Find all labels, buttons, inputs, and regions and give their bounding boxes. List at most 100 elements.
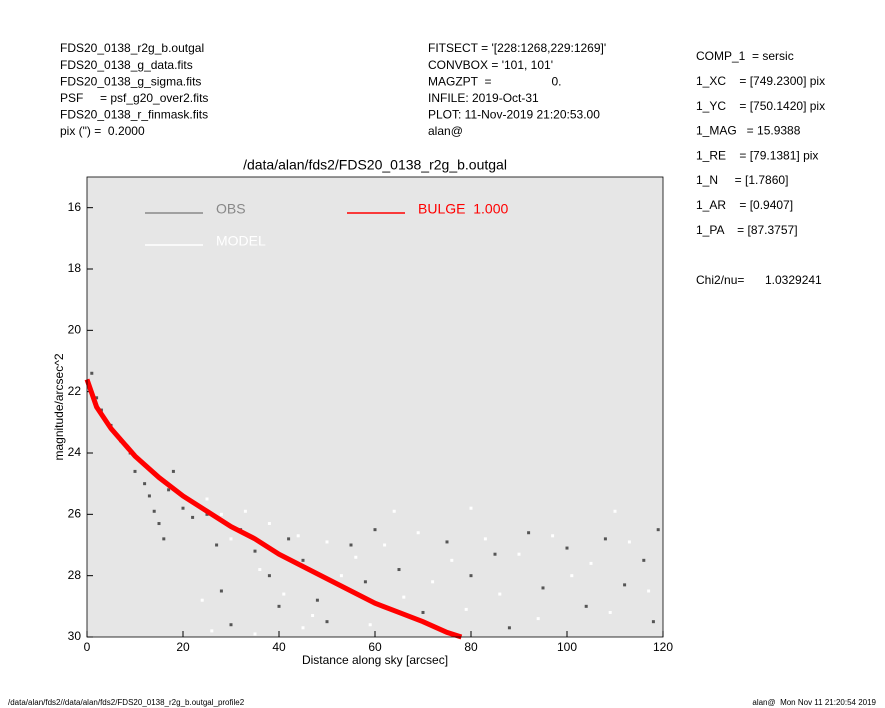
data-point bbox=[157, 522, 161, 526]
data-point bbox=[253, 549, 257, 553]
data-point bbox=[402, 595, 406, 599]
data-point bbox=[383, 543, 387, 547]
data-point bbox=[258, 568, 262, 572]
info-line: FDS20_0138_g_sigma.fits bbox=[60, 74, 201, 88]
data-point bbox=[205, 497, 209, 501]
param-line: 1_PA = [87.3757] bbox=[696, 223, 798, 237]
data-point bbox=[627, 540, 631, 544]
info-line: PSF = psf_g20_over2.fits bbox=[60, 91, 208, 105]
data-point bbox=[171, 469, 175, 473]
data-point bbox=[483, 537, 487, 541]
param-line: 1_N = [1.7860] bbox=[696, 173, 788, 187]
chi2-label: Chi2/nu= bbox=[696, 273, 744, 287]
data-point bbox=[469, 574, 473, 578]
info-line: pix (") = 0.2000 bbox=[60, 124, 145, 138]
data-point bbox=[215, 543, 219, 547]
data-point bbox=[373, 528, 377, 532]
model-curve bbox=[84, 378, 463, 640]
footer-right: alan@ Mon Nov 11 21:20:54 2019 bbox=[752, 698, 876, 707]
data-point bbox=[229, 537, 233, 541]
data-point bbox=[143, 482, 147, 486]
data-point bbox=[243, 509, 247, 513]
data-point bbox=[219, 512, 223, 516]
plot-frame bbox=[86, 176, 664, 638]
legend-label: OBS bbox=[216, 201, 246, 217]
data-point bbox=[296, 534, 300, 538]
data-point bbox=[229, 623, 233, 627]
data-point bbox=[325, 540, 329, 544]
legend-label: MODEL bbox=[216, 233, 266, 249]
param-line: 1_XC = [749.2300] pix bbox=[696, 74, 825, 88]
data-point bbox=[541, 586, 545, 590]
y-tick-label: 22 bbox=[68, 384, 82, 398]
data-point bbox=[200, 598, 204, 602]
x-tick-label: 40 bbox=[272, 640, 286, 654]
data-point bbox=[623, 583, 627, 587]
info-line: INFILE: 2019-Oct-31 bbox=[428, 91, 539, 105]
data-point bbox=[181, 506, 185, 510]
param-line: 1_AR = [0.9407] bbox=[696, 198, 793, 212]
data-point bbox=[445, 540, 449, 544]
data-point bbox=[205, 512, 209, 516]
data-point bbox=[325, 620, 329, 624]
data-point bbox=[551, 534, 555, 538]
data-point bbox=[191, 515, 195, 519]
x-tick-label: 80 bbox=[464, 640, 478, 654]
info-line: FITSECT = '[228:1268,229:1269]' bbox=[428, 41, 606, 55]
data-point bbox=[603, 537, 607, 541]
data-point bbox=[267, 574, 271, 578]
data-point bbox=[95, 396, 99, 400]
info-line: PLOT: 11-Nov-2019 21:20:53.00 bbox=[428, 108, 600, 122]
data-point bbox=[507, 626, 511, 630]
data-point bbox=[647, 589, 651, 593]
data-point bbox=[469, 506, 473, 510]
x-axis-label: Distance along sky [arcsec] bbox=[302, 653, 448, 667]
x-tick-label: 0 bbox=[84, 640, 91, 654]
data-point bbox=[565, 546, 569, 550]
data-point bbox=[584, 604, 588, 608]
data-point bbox=[162, 537, 166, 541]
y-tick-label: 18 bbox=[68, 261, 82, 275]
data-point bbox=[311, 614, 315, 618]
param-line: 1_YC = [750.1420] pix bbox=[696, 99, 825, 113]
data-point bbox=[397, 568, 401, 572]
y-tick-label: 24 bbox=[68, 445, 82, 459]
data-point bbox=[253, 632, 257, 636]
plot-area bbox=[87, 177, 663, 637]
data-point bbox=[368, 623, 372, 627]
data-point bbox=[301, 626, 305, 630]
data-point bbox=[613, 509, 617, 513]
data-point bbox=[267, 522, 271, 526]
data-point bbox=[656, 528, 660, 532]
data-point bbox=[527, 531, 531, 535]
data-point bbox=[315, 598, 319, 602]
data-point bbox=[349, 543, 353, 547]
data-point bbox=[498, 592, 502, 596]
data-point bbox=[277, 604, 281, 608]
footer-left: /data/alan/fds2//data/alan/fds2/FDS20_01… bbox=[8, 698, 245, 707]
data-point bbox=[421, 610, 425, 614]
info-line: FDS20_0138_r2g_b.outgal bbox=[60, 41, 204, 55]
legend-label: BULGE 1.000 bbox=[418, 201, 508, 217]
y-tick-label: 16 bbox=[68, 200, 82, 214]
data-point bbox=[133, 469, 137, 473]
data-point bbox=[354, 555, 358, 559]
data-point bbox=[392, 509, 396, 513]
info-line: alan@ bbox=[428, 124, 463, 138]
data-point bbox=[219, 589, 223, 593]
info-line: CONVBOX = '101, 101' bbox=[428, 58, 553, 72]
chart-title: /data/alan/fds2/FDS20_0138_r2g_b.outgal bbox=[243, 157, 507, 173]
data-point bbox=[90, 371, 94, 375]
data-point bbox=[536, 617, 540, 621]
data-point bbox=[450, 558, 454, 562]
param-line: COMP_1 = sersic bbox=[696, 49, 794, 63]
info-line: FDS20_0138_r_finmask.fits bbox=[60, 108, 208, 122]
y-tick-label: 20 bbox=[68, 323, 82, 337]
x-tick-label: 120 bbox=[653, 640, 673, 654]
data-point bbox=[493, 552, 497, 556]
data-point bbox=[608, 610, 612, 614]
chi2-value: 1.0329241 bbox=[765, 273, 822, 287]
x-tick-label: 60 bbox=[368, 640, 382, 654]
x-tick-label: 20 bbox=[176, 640, 190, 654]
